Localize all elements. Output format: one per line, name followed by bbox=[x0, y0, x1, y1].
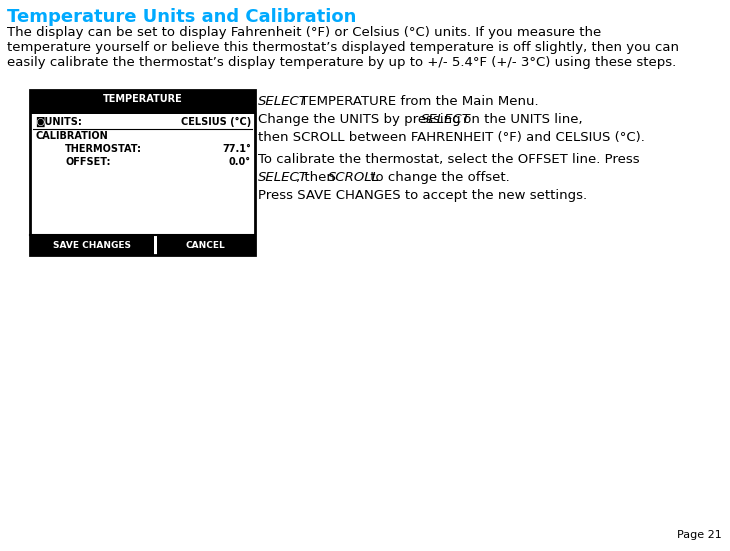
Text: Change the UNITS by pressing: Change the UNITS by pressing bbox=[258, 113, 465, 126]
Bar bbox=[30, 108, 255, 114]
Text: , then: , then bbox=[296, 171, 339, 184]
Text: CANCEL: CANCEL bbox=[186, 240, 226, 250]
Text: CELSIUS (°C): CELSIUS (°C) bbox=[181, 117, 251, 127]
Text: Page 21: Page 21 bbox=[677, 530, 722, 540]
Text: SELECT: SELECT bbox=[258, 171, 308, 184]
Text: SELECT: SELECT bbox=[421, 113, 471, 126]
Text: 0.0°: 0.0° bbox=[229, 157, 251, 167]
Text: To calibrate the thermostat, select the OFFSET line. Press: To calibrate the thermostat, select the … bbox=[258, 153, 639, 166]
Text: ◙UNITS:: ◙UNITS: bbox=[35, 117, 82, 127]
Text: easily calibrate the thermostat’s display temperature by up to +/- 5.4°F (+/- 3°: easily calibrate the thermostat’s displa… bbox=[7, 56, 676, 69]
Text: CALIBRATION: CALIBRATION bbox=[35, 131, 108, 141]
Text: OFFSET:: OFFSET: bbox=[65, 157, 110, 167]
Text: TEMPERATURE from the Main Menu.: TEMPERATURE from the Main Menu. bbox=[296, 95, 539, 108]
Text: TEMPERATURE: TEMPERATURE bbox=[103, 94, 182, 104]
Bar bbox=[30, 90, 255, 255]
Bar bbox=[30, 90, 255, 108]
Text: 77.1°: 77.1° bbox=[222, 144, 251, 154]
Text: THERMOSTAT:: THERMOSTAT: bbox=[65, 144, 142, 154]
Bar bbox=[157, 235, 255, 255]
Text: Press SAVE CHANGES to accept the new settings.: Press SAVE CHANGES to accept the new set… bbox=[258, 189, 587, 202]
Text: SELECT: SELECT bbox=[258, 95, 308, 108]
Text: SCROLL: SCROLL bbox=[328, 171, 380, 184]
Bar bbox=[30, 235, 154, 255]
Text: on the UNITS line,: on the UNITS line, bbox=[459, 113, 583, 126]
Text: SAVE CHANGES: SAVE CHANGES bbox=[53, 240, 131, 250]
Text: temperature yourself or believe this thermostat’s displayed temperature is off s: temperature yourself or believe this the… bbox=[7, 41, 679, 54]
Text: The display can be set to display Fahrenheit (°F) or Celsius (°C) units. If you : The display can be set to display Fahren… bbox=[7, 26, 602, 39]
Text: to change the offset.: to change the offset. bbox=[366, 171, 510, 184]
Text: then SCROLL between FAHRENHEIT (°F) and CELSIUS (°C).: then SCROLL between FAHRENHEIT (°F) and … bbox=[258, 131, 645, 144]
Text: Temperature Units and Calibration: Temperature Units and Calibration bbox=[7, 8, 356, 26]
